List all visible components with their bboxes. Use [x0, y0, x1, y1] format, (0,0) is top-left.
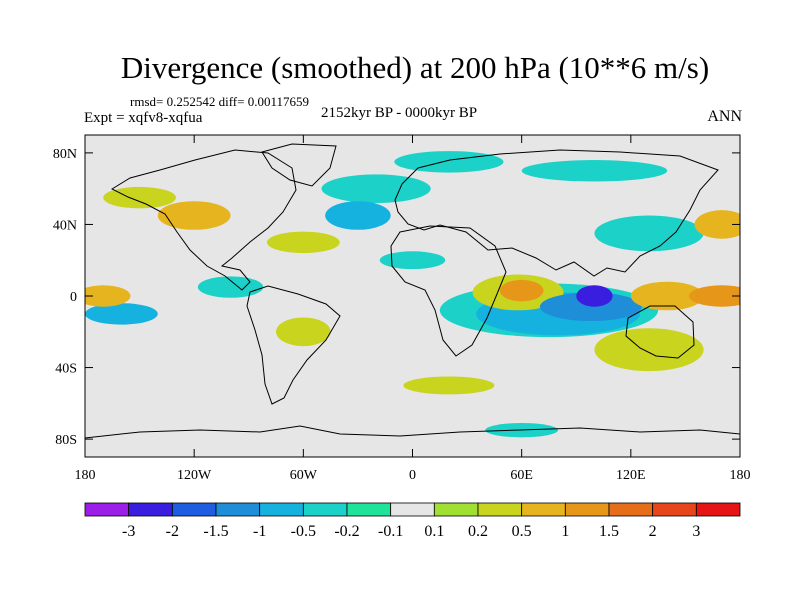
colorbar-box-9	[477, 502, 523, 517]
field-region-19	[197, 276, 264, 298]
field-region-21	[379, 251, 446, 270]
colorbar-label: 2	[649, 523, 657, 540]
colorbar-label: -0.1	[378, 523, 403, 540]
colorbar-label: 0.5	[512, 523, 532, 540]
coast-antarctica	[85, 425, 740, 439]
colorbar-label: -0.2	[334, 523, 359, 540]
coastlines	[85, 143, 740, 439]
divergence-field	[85, 151, 740, 438]
x-tick-label: 0	[409, 468, 416, 483]
field-region-10	[157, 201, 231, 230]
chart-title: Divergence (smoothed) at 200 hPa (10**6 …	[120, 50, 710, 85]
colorbar-box-3	[215, 502, 261, 517]
y-tick-label: 80S	[55, 433, 77, 448]
field-region-12	[403, 376, 495, 395]
field-region-20	[85, 285, 131, 307]
field-region-18	[689, 285, 740, 307]
y-tick-label: 40N	[53, 218, 77, 233]
x-tick-label: 60E	[510, 468, 533, 483]
colorbar-box-11	[564, 502, 610, 517]
period-label: 2152kyr BP - 0000kyr BP	[321, 105, 478, 121]
x-tick-label: 120E	[616, 468, 646, 483]
colorbar-label: -1	[253, 523, 266, 540]
colorbar-box-5	[302, 502, 348, 517]
field-region-13	[85, 303, 158, 325]
colorbar-box-14	[695, 502, 741, 517]
season-label: ANN	[707, 108, 742, 125]
colorbar-box-7	[390, 502, 435, 517]
coast-australia	[625, 305, 695, 359]
x-tick-label: 60W	[290, 468, 318, 483]
colorbar-label: 0.1	[424, 523, 444, 540]
x-tick-label: 180	[730, 468, 751, 483]
coast-europe-asia	[394, 149, 719, 277]
colorbar-box-0	[84, 502, 130, 517]
colorbar-box-1	[128, 502, 173, 517]
colorbar-label: -2	[166, 523, 179, 540]
coast-south-america	[246, 285, 341, 405]
colorbar-label: -0.5	[291, 523, 316, 540]
colorbar	[84, 502, 741, 517]
colorbar-label: 3	[692, 523, 700, 540]
field-region-7	[539, 292, 642, 322]
colorbar-label: 1.5	[599, 523, 619, 540]
x-axis: 180 120W 60W 0 60E 120E 180	[75, 135, 751, 483]
colorbar-label: 1	[561, 523, 569, 540]
colorbar-label: 0.2	[468, 523, 488, 540]
colorbar-box-6	[346, 502, 392, 517]
field-region-2	[594, 328, 704, 372]
field-region-14	[276, 317, 331, 347]
field-region-23	[499, 279, 544, 302]
y-tick-label: 0	[70, 290, 77, 305]
coast-africa	[390, 225, 507, 357]
colorbar-label: -1.5	[203, 523, 228, 540]
field-region-17	[103, 186, 176, 209]
colorbar-box-12	[608, 502, 654, 517]
field-region-15	[266, 231, 340, 254]
stats-text: rmsd= 0.252542 diff= 0.00117659	[130, 94, 309, 109]
experiment-label: Expt = xqfv8-xqfua	[84, 110, 203, 126]
y-tick-label: 80N	[53, 147, 77, 162]
colorbar-labels: -3 -2 -1.5 -1 -0.5 -0.2 -0.1 0.1 0.2 0.5 1 1.5 2 3	[122, 523, 700, 540]
colorbar-box-2	[171, 502, 217, 517]
colorbar-box-8	[433, 502, 479, 517]
colorbar-box-10	[521, 502, 566, 517]
field-region-16	[694, 210, 740, 239]
coast-north-america	[110, 149, 297, 291]
field-region-6	[521, 160, 668, 182]
x-tick-label: 180	[75, 468, 96, 483]
y-axis: 80N 40N 0 40S 80S	[53, 147, 740, 448]
x-tick-label: 120W	[177, 468, 212, 483]
field-region-24	[576, 285, 613, 307]
field-region-11	[325, 201, 391, 230]
y-tick-label: 40S	[55, 362, 77, 377]
colorbar-label: -3	[122, 523, 135, 540]
field-region-5	[321, 174, 431, 203]
coast-greenland	[261, 143, 337, 187]
field-region-3	[594, 215, 704, 252]
colorbar-box-13	[652, 502, 697, 517]
field-region-8	[394, 151, 504, 173]
field-region-9	[630, 281, 704, 311]
colorbar-box-4	[259, 502, 304, 517]
